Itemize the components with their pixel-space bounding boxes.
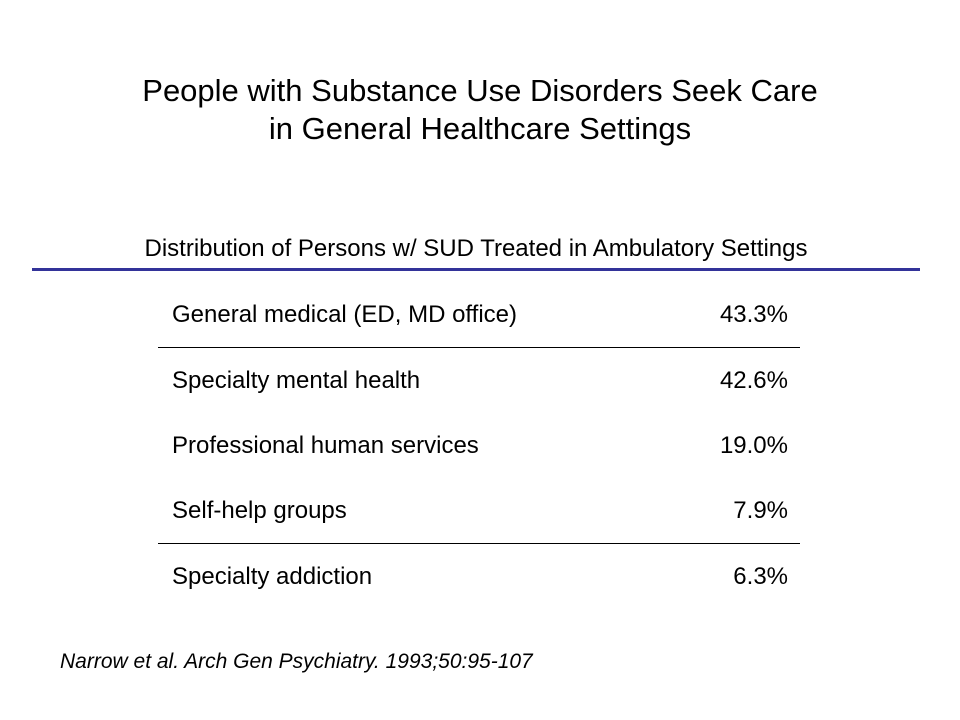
slide-title: People with Substance Use Disorders Seek… xyxy=(0,72,960,148)
percent-cell: 43.3% xyxy=(658,282,800,348)
table-row: General medical (ED, MD office) 43.3% xyxy=(158,282,800,348)
percent-cell: 7.9% xyxy=(658,478,800,544)
citation: Narrow et al. Arch Gen Psychiatry. 1993;… xyxy=(60,650,533,673)
slide-title-line-1: People with Substance Use Disorders Seek… xyxy=(142,73,818,108)
table-row: Professional human services 19.0% xyxy=(158,413,800,478)
table-subtitle: Distribution of Persons w/ SUD Treated i… xyxy=(144,235,808,262)
percent-cell: 6.3% xyxy=(733,562,788,590)
slide-title-line-2: in General Healthcare Settings xyxy=(268,111,692,146)
distribution-table: General medical (ED, MD office) 43.3% Sp… xyxy=(158,282,800,609)
table-row: Self-help groups 7.9% xyxy=(158,478,800,544)
table-row: Specialty addiction 6.3% xyxy=(158,544,800,610)
setting-cell: Specialty addiction xyxy=(172,562,373,590)
percent-cell: 19.0% xyxy=(719,431,788,459)
setting-cell: General medical (ED, MD office) xyxy=(158,282,658,348)
subtitle-underline xyxy=(32,268,920,271)
percent-cell: 42.6% xyxy=(719,366,788,394)
setting-cell: Professional human services xyxy=(172,431,479,459)
setting-cell: Specialty mental health xyxy=(172,366,421,394)
table-row: Specialty mental health 42.6% xyxy=(158,348,800,414)
setting-cell: Self-help groups xyxy=(158,478,658,544)
